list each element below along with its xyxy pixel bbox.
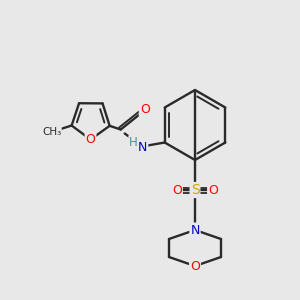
Text: O: O — [190, 260, 200, 272]
Text: H: H — [129, 136, 138, 149]
Text: O: O — [172, 184, 182, 196]
Text: O: O — [140, 103, 150, 116]
Text: O: O — [208, 184, 218, 196]
Text: O: O — [85, 133, 95, 146]
Text: S: S — [190, 183, 200, 197]
Text: CH₃: CH₃ — [42, 127, 61, 137]
Text: N: N — [138, 141, 147, 154]
Text: N: N — [190, 224, 200, 236]
